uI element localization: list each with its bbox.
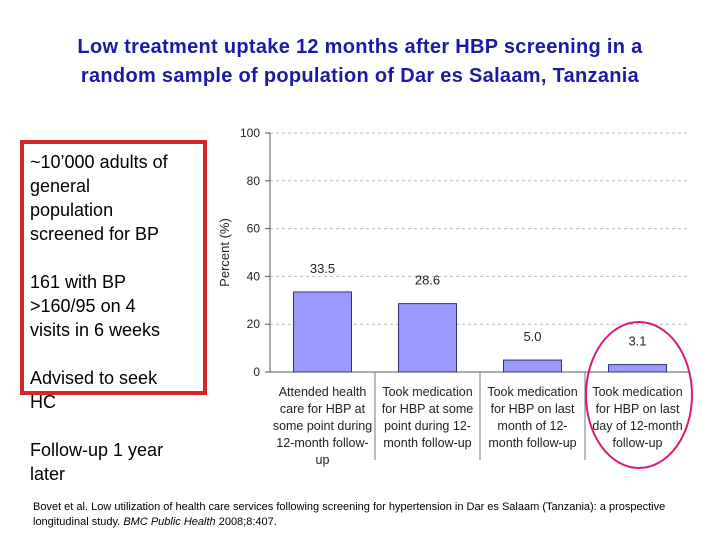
x-tick-label: up [316, 453, 330, 467]
step-line: 161 with BP [30, 272, 127, 292]
y-tick-label: 60 [247, 222, 261, 236]
step-line: HC [30, 392, 56, 412]
highlight-box [20, 140, 207, 395]
step-line: population [30, 200, 114, 220]
x-tick-label: care for HBP at [280, 402, 366, 416]
x-tick-label: for HBP on last [491, 402, 575, 416]
y-tick-label: 100 [240, 126, 260, 140]
data-label: 28.6 [415, 273, 440, 288]
y-tick-label: 40 [247, 269, 261, 283]
step-line: Advised to seek [30, 368, 158, 388]
x-tick-label: Took medication [382, 385, 472, 399]
data-label: 33.5 [310, 261, 335, 276]
step-line: >160/95 on 4 [30, 296, 136, 316]
y-tick-label: 20 [247, 317, 261, 331]
highlight-ellipse [585, 321, 693, 469]
slide-title: Low treatment uptake 12 months after HBP… [0, 33, 720, 91]
x-tick-label: month follow-up [383, 436, 471, 450]
x-tick-label: Attended health [279, 385, 367, 399]
x-tick-label: month follow-up [488, 436, 576, 450]
x-tick-label: for HBP at some [382, 402, 474, 416]
bar [293, 291, 352, 373]
y-axis-label: Percent (%) [217, 218, 232, 287]
step-line: general [30, 176, 91, 196]
x-tick-label: month of 12- [497, 419, 567, 433]
step-high-bp: 161 with BP >160/95 on 4 visits in 6 wee… [30, 270, 160, 342]
x-tick-label: 12-month follow- [276, 436, 368, 450]
title-line-2: random sample of population of Dar es Sa… [80, 65, 640, 87]
citation-journal: BMC Public Health [123, 516, 216, 528]
step-line: Follow-up 1 year [30, 440, 164, 460]
data-label: 5.0 [523, 329, 541, 344]
step-advised: Advised to seek HC [30, 366, 157, 414]
x-tick-label: point during 12- [384, 419, 471, 433]
step-line: later [30, 464, 66, 484]
step-line: ~10’000 adults of [30, 152, 168, 172]
step-line: visits in 6 weeks [30, 320, 161, 340]
citation: Bovet et al. Low utilization of health c… [33, 500, 693, 530]
citation-ref: 2008;8:407. [218, 516, 277, 528]
step-line: screened for BP [30, 224, 160, 244]
x-tick-label: Took medication [487, 385, 577, 399]
bar [503, 359, 562, 373]
bar [398, 303, 457, 373]
step-screening: ~10’000 adults of general population scr… [30, 150, 168, 246]
y-tick-label: 80 [247, 174, 261, 188]
citation-text: Bovet et al. Low utilization of health c… [33, 501, 666, 528]
title-line-1: Low treatment uptake 12 months after HBP… [77, 36, 643, 58]
x-tick-label: some point during [273, 419, 372, 433]
y-tick-label: 0 [253, 365, 260, 379]
step-follow-up: Follow-up 1 year later [30, 438, 163, 486]
